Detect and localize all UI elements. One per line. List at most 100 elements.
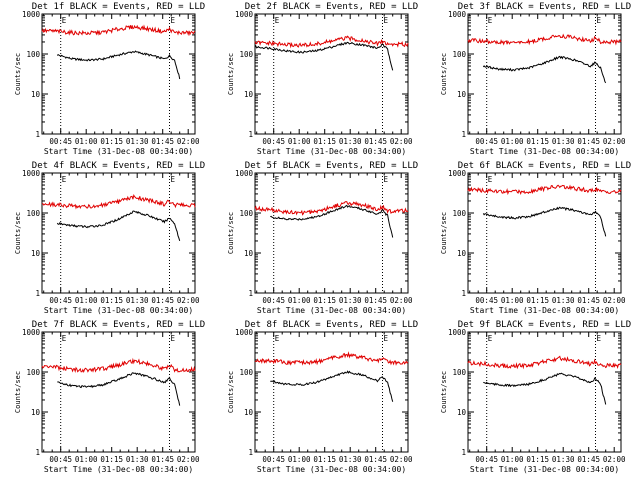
y-axis-label: Counts/sec — [227, 371, 235, 413]
chart-title: Det 7f BLACK = Events, RED = LLD — [32, 320, 205, 330]
x-tick-label: 00:45 — [49, 137, 72, 146]
time-marker-label: E — [597, 334, 602, 343]
y-tick-label: 1 — [35, 289, 40, 298]
chart-title: Det 9f BLACK = Events, RED = LLD — [458, 320, 631, 330]
x-axis-label: Start Time (31-Dec-08 00:34:00) — [470, 306, 619, 315]
detector-chart-3: Det 3f BLACK = Events, RED = LLD 1 10 100 10… — [440, 2, 631, 156]
events-series-line — [56, 50, 181, 80]
x-tick-label: 01:00 — [75, 296, 98, 305]
y-tick-label: 100 — [452, 368, 466, 377]
x-axis-label: Start Time (31-Dec-08 00:34:00) — [44, 465, 193, 474]
plot-frame — [41, 172, 196, 294]
time-marker-label: E — [62, 175, 67, 184]
time-marker-label: E — [597, 175, 602, 184]
detector-chart-9: Det 9f BLACK = Events, RED = LLD 1 10 100 10… — [440, 320, 631, 474]
events-series-line — [56, 210, 181, 242]
plot-frame — [41, 331, 196, 453]
time-marker-label: E — [275, 175, 280, 184]
x-tick-label: 01:15 — [313, 296, 336, 305]
x-tick-label: 01:00 — [75, 455, 98, 464]
chart-title: Det 5f BLACK = Events, RED = LLD — [245, 161, 418, 171]
time-marker-label: E — [171, 334, 176, 343]
events-series-line — [57, 372, 181, 406]
events-series-line — [483, 372, 607, 405]
x-tick-label: 00:45 — [475, 296, 498, 305]
x-tick-label: 01:30 — [126, 137, 149, 146]
x-tick-label: 02:00 — [390, 455, 413, 464]
x-tick-label: 01:30 — [552, 455, 575, 464]
y-tick-label: 1 — [248, 130, 253, 139]
plot-frame — [467, 13, 622, 135]
x-tick-label: 01:30 — [339, 137, 362, 146]
plot-frame — [254, 13, 409, 135]
x-tick-label: 01:30 — [339, 455, 362, 464]
lld-series-line — [467, 184, 622, 196]
x-tick-label: 01:45 — [151, 137, 174, 146]
plot-frame — [254, 172, 409, 294]
x-tick-label: 01:45 — [364, 296, 387, 305]
chart-title: Det 1f BLACK = Events, RED = LLD — [32, 2, 205, 12]
time-marker-label: E — [384, 175, 389, 184]
lld-series-line — [467, 355, 622, 370]
lld-series-line — [42, 193, 196, 210]
y-tick-label: 10 — [31, 249, 41, 258]
y-tick-label: 100 — [452, 50, 466, 59]
x-tick-label: 01:45 — [577, 137, 600, 146]
y-axis-label: Counts/sec — [440, 371, 448, 413]
time-marker-label: E — [62, 334, 67, 343]
x-tick-label: 01:45 — [577, 296, 600, 305]
x-tick-label: 01:45 — [151, 455, 174, 464]
events-series-line — [482, 206, 607, 237]
plot-frame — [467, 331, 622, 453]
lld-series-line — [41, 24, 196, 37]
x-tick-label: 01:15 — [100, 137, 123, 146]
x-tick-label: 01:30 — [339, 296, 362, 305]
y-tick-label: 1000 — [22, 169, 41, 178]
x-tick-label: 01:15 — [100, 455, 123, 464]
x-tick-label: 01:15 — [526, 455, 549, 464]
detector-chart-1: Det 1f BLACK = Events, RED = LLD 1 10 100 10… — [14, 2, 205, 156]
chart-title: Det 4f BLACK = Events, RED = LLD — [32, 161, 205, 171]
x-tick-label: 02:00 — [177, 137, 200, 146]
events-series-line — [482, 55, 607, 84]
detector-chart-2: Det 2f BLACK = Events, RED = LLD 1 10 100 10… — [227, 2, 418, 156]
y-tick-label: 1000 — [235, 10, 254, 19]
y-axis-label: Counts/sec — [227, 212, 235, 254]
x-tick-label: 02:00 — [390, 137, 413, 146]
y-axis-label: Counts/sec — [440, 212, 448, 254]
x-tick-label: 02:00 — [603, 455, 626, 464]
y-tick-label: 1000 — [22, 10, 41, 19]
y-axis-label: Counts/sec — [440, 53, 448, 95]
x-tick-label: 01:00 — [75, 137, 98, 146]
x-tick-label: 02:00 — [603, 296, 626, 305]
y-tick-label: 100 — [26, 50, 40, 59]
x-tick-label: 01:00 — [501, 137, 524, 146]
x-axis-label: Start Time (31-Dec-08 00:34:00) — [44, 147, 193, 156]
x-tick-label: 01:15 — [313, 455, 336, 464]
y-tick-label: 10 — [244, 90, 254, 99]
y-tick-label: 10 — [457, 249, 467, 258]
y-tick-label: 100 — [239, 368, 253, 377]
time-marker-label: E — [275, 334, 280, 343]
x-tick-label: 01:00 — [501, 455, 524, 464]
x-axis-label: Start Time (31-Dec-08 00:34:00) — [470, 465, 619, 474]
chart-title: Det 3f BLACK = Events, RED = LLD — [458, 2, 631, 12]
y-tick-label: 1 — [35, 130, 40, 139]
y-axis-label: Counts/sec — [227, 53, 235, 95]
detector-chart-6: Det 6f BLACK = Events, RED = LLD 1 10 100 10… — [440, 161, 631, 315]
y-tick-label: 10 — [31, 408, 41, 417]
time-marker-label: E — [488, 175, 493, 184]
x-tick-label: 01:00 — [288, 296, 311, 305]
x-tick-label: 01:30 — [126, 455, 149, 464]
x-tick-label: 00:45 — [262, 455, 285, 464]
lld-series-line — [467, 33, 622, 46]
time-marker-label: E — [171, 16, 176, 25]
time-marker-label: E — [275, 16, 280, 25]
y-axis-label: Counts/sec — [14, 212, 22, 254]
detector-chart-8: Det 8f BLACK = Events, RED = LLD 1 10 100 10… — [227, 320, 418, 474]
time-marker-label: E — [488, 16, 493, 25]
x-tick-label: 00:45 — [49, 455, 72, 464]
x-axis-label: Start Time (31-Dec-08 00:34:00) — [257, 147, 406, 156]
x-tick-label: 00:45 — [262, 137, 285, 146]
